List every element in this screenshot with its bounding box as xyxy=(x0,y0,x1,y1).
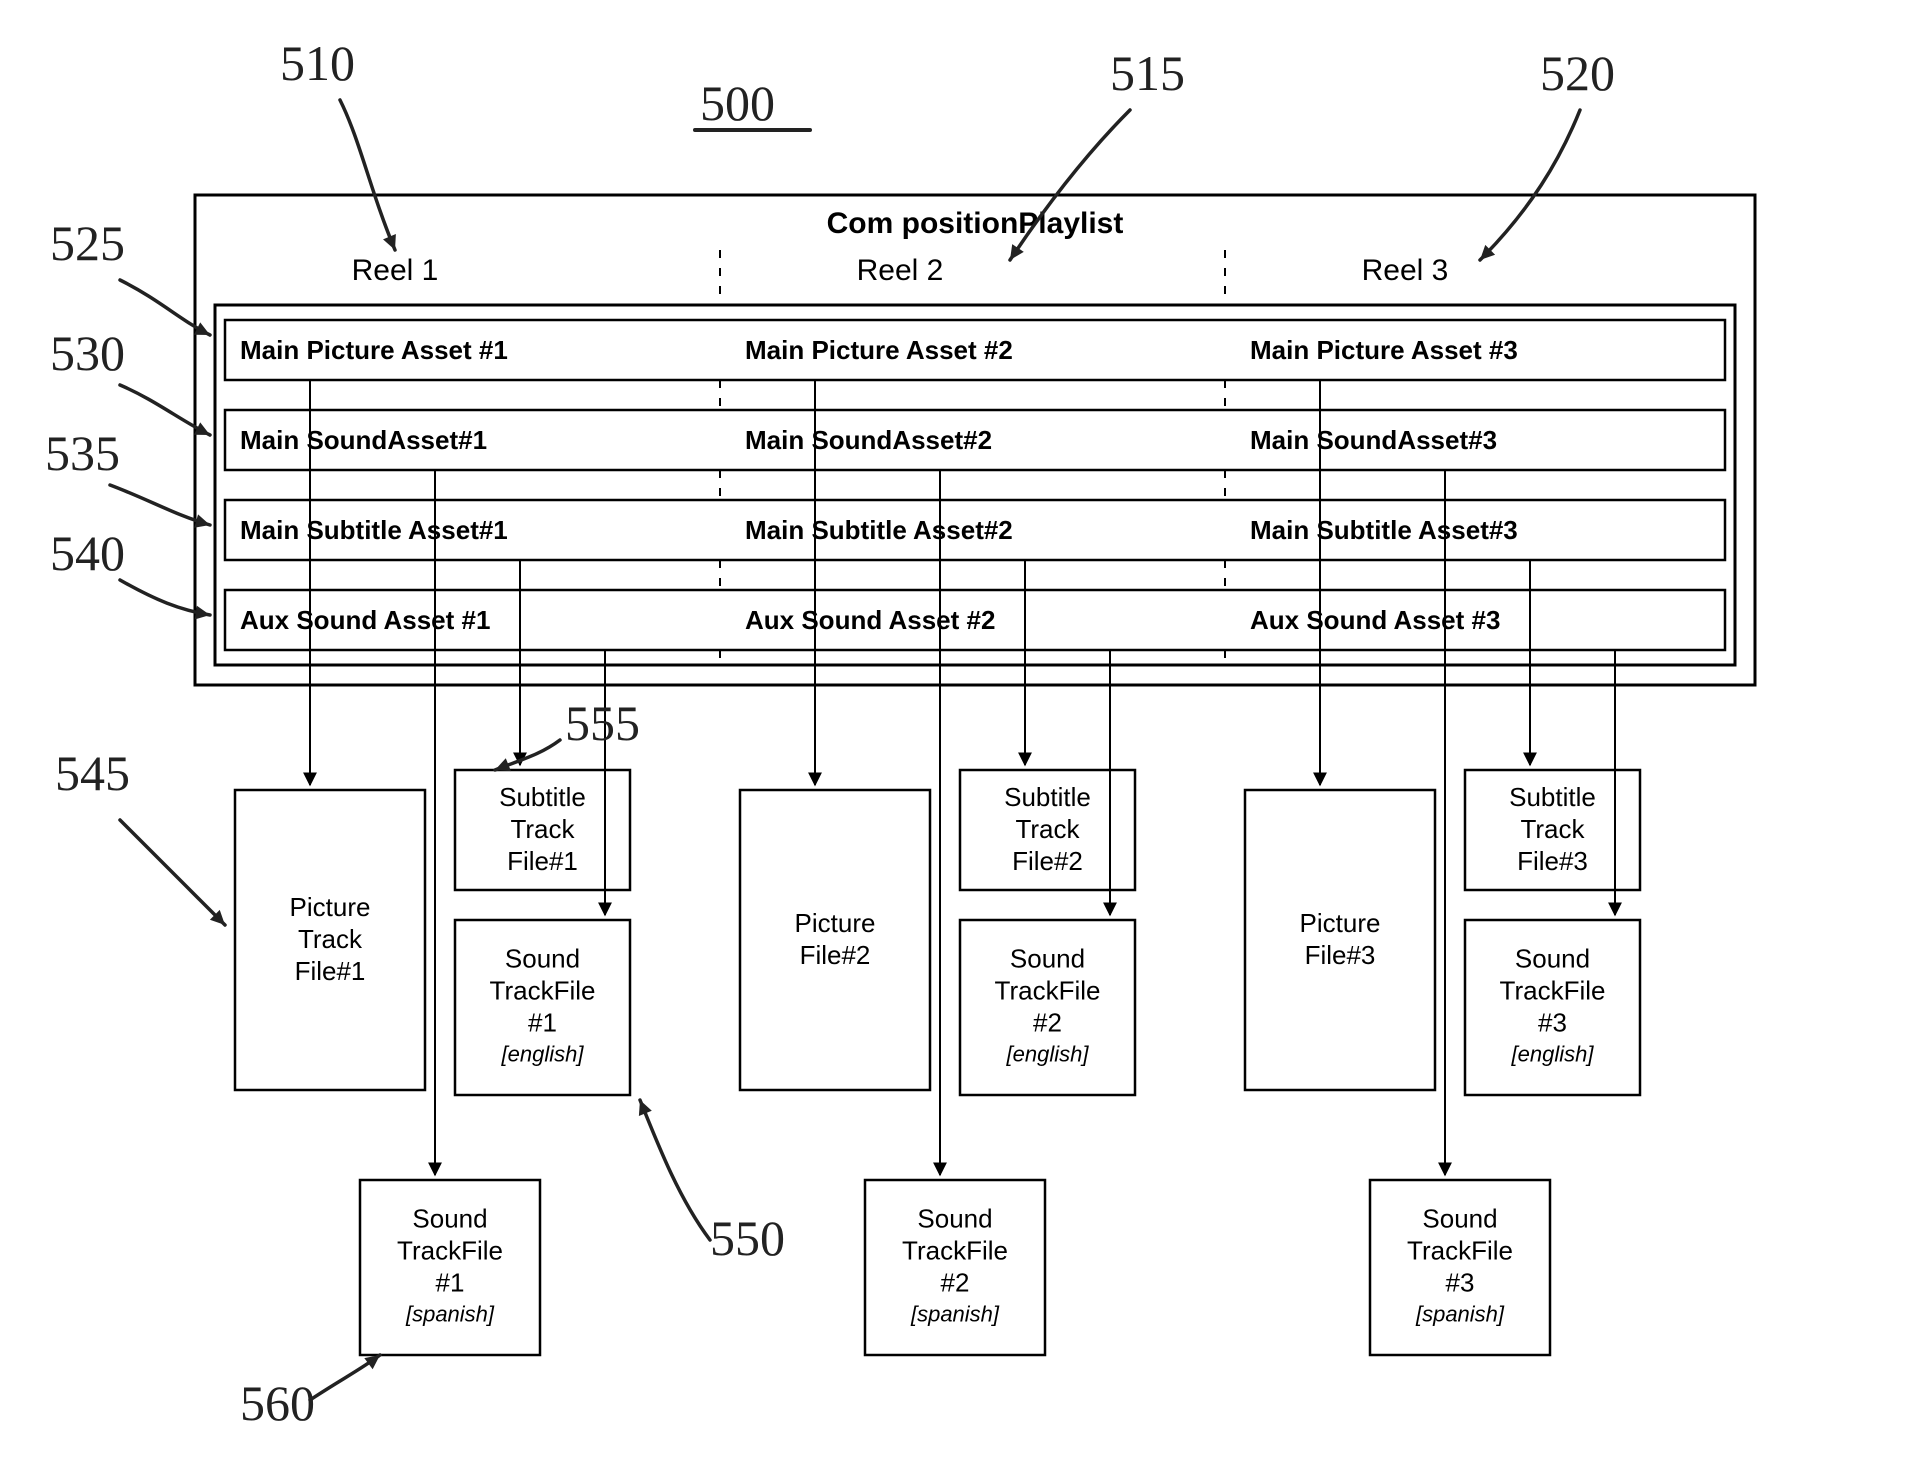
reel-label: Reel 2 xyxy=(857,254,944,287)
asset-cell: Main SoundAsset#1 xyxy=(240,425,487,455)
asset-cell: Main SoundAsset#2 xyxy=(745,425,992,455)
asset-cell: Aux Sound Asset #3 xyxy=(1250,605,1500,635)
sound_es-label: Sound xyxy=(917,1204,992,1234)
annotation-arrow xyxy=(120,820,225,925)
picture-label: File#1 xyxy=(295,956,366,986)
asset-cell: Main Picture Asset #2 xyxy=(745,335,1013,365)
subtitle-label: Track xyxy=(1015,814,1080,844)
asset-cell: Aux Sound Asset #2 xyxy=(745,605,995,635)
annotation-label: 520 xyxy=(1540,45,1615,101)
sound_es-label: #1 xyxy=(436,1268,465,1298)
sound_es-label: TrackFile xyxy=(1407,1236,1513,1266)
annotation-arrow xyxy=(640,1100,710,1240)
annotation-label: 525 xyxy=(50,215,125,271)
asset-cell: Main Picture Asset #1 xyxy=(240,335,508,365)
reel-label: Reel 3 xyxy=(1362,254,1449,287)
picture-label: Track xyxy=(298,924,363,954)
annotation-label: 555 xyxy=(565,695,640,751)
sound_en-label: Sound xyxy=(1010,944,1085,974)
annotation-label: 545 xyxy=(55,745,130,801)
sound_es-sublabel: [spanish] xyxy=(1415,1302,1505,1327)
annotation-label: 530 xyxy=(50,325,125,381)
sound_en-sublabel: [english] xyxy=(501,1042,585,1067)
sound_es-label: TrackFile xyxy=(902,1236,1008,1266)
asset-cell: Main Subtitle Asset#3 xyxy=(1250,515,1518,545)
asset-cell: Main Subtitle Asset#2 xyxy=(745,515,1013,545)
sound_en-label: #2 xyxy=(1033,1008,1062,1038)
annotation-label: 500 xyxy=(700,75,775,131)
subtitle-label: Track xyxy=(510,814,575,844)
annotation-label: 515 xyxy=(1110,45,1185,101)
subtitle-label: Subtitle xyxy=(1509,782,1596,812)
sound_en-label: #1 xyxy=(528,1008,557,1038)
annotation-label: 535 xyxy=(45,425,120,481)
sound_es-label: #3 xyxy=(1446,1268,1475,1298)
sound_en-label: Sound xyxy=(505,944,580,974)
subtitle-label: File#1 xyxy=(507,846,578,876)
asset-cell: Main Picture Asset #3 xyxy=(1250,335,1518,365)
sound_en-label: TrackFile xyxy=(995,976,1101,1006)
sound_es-sublabel: [spanish] xyxy=(910,1302,1000,1327)
sound_en-label: Sound xyxy=(1515,944,1590,974)
asset-cell: Main SoundAsset#3 xyxy=(1250,425,1497,455)
annotation-label: 540 xyxy=(50,525,125,581)
picture-label: Picture xyxy=(1300,908,1381,938)
sound_es-sublabel: [spanish] xyxy=(405,1302,495,1327)
annotation-label: 550 xyxy=(710,1210,785,1266)
asset-cell: Aux Sound Asset #1 xyxy=(240,605,490,635)
sound_en-sublabel: [english] xyxy=(1006,1042,1090,1067)
asset-cell: Main Subtitle Asset#1 xyxy=(240,515,508,545)
subtitle-label: Subtitle xyxy=(1004,782,1091,812)
subtitle-label: File#2 xyxy=(1012,846,1083,876)
sound_es-label: #2 xyxy=(941,1268,970,1298)
subtitle-label: Subtitle xyxy=(499,782,586,812)
sound_en-label: TrackFile xyxy=(490,976,596,1006)
sound_en-label: #3 xyxy=(1538,1008,1567,1038)
subtitle-label: Track xyxy=(1520,814,1585,844)
subtitle-label: File#3 xyxy=(1517,846,1588,876)
sound_es-label: TrackFile xyxy=(397,1236,503,1266)
annotation-arrow xyxy=(1480,110,1580,260)
sound_es-label: Sound xyxy=(412,1204,487,1234)
reel-label: Reel 1 xyxy=(352,254,439,287)
sound_en-label: TrackFile xyxy=(1500,976,1606,1006)
annotation-label: 510 xyxy=(280,35,355,91)
annotation-arrow xyxy=(340,100,395,250)
picture-label: Picture xyxy=(795,908,876,938)
sound_es-label: Sound xyxy=(1422,1204,1497,1234)
sound_en-sublabel: [english] xyxy=(1511,1042,1595,1067)
picture-label: File#2 xyxy=(800,940,871,970)
picture-label: Picture xyxy=(290,892,371,922)
annotation-label: 560 xyxy=(240,1375,315,1431)
picture-label: File#3 xyxy=(1305,940,1376,970)
playlist-title: Com positionPlaylist xyxy=(827,207,1124,240)
